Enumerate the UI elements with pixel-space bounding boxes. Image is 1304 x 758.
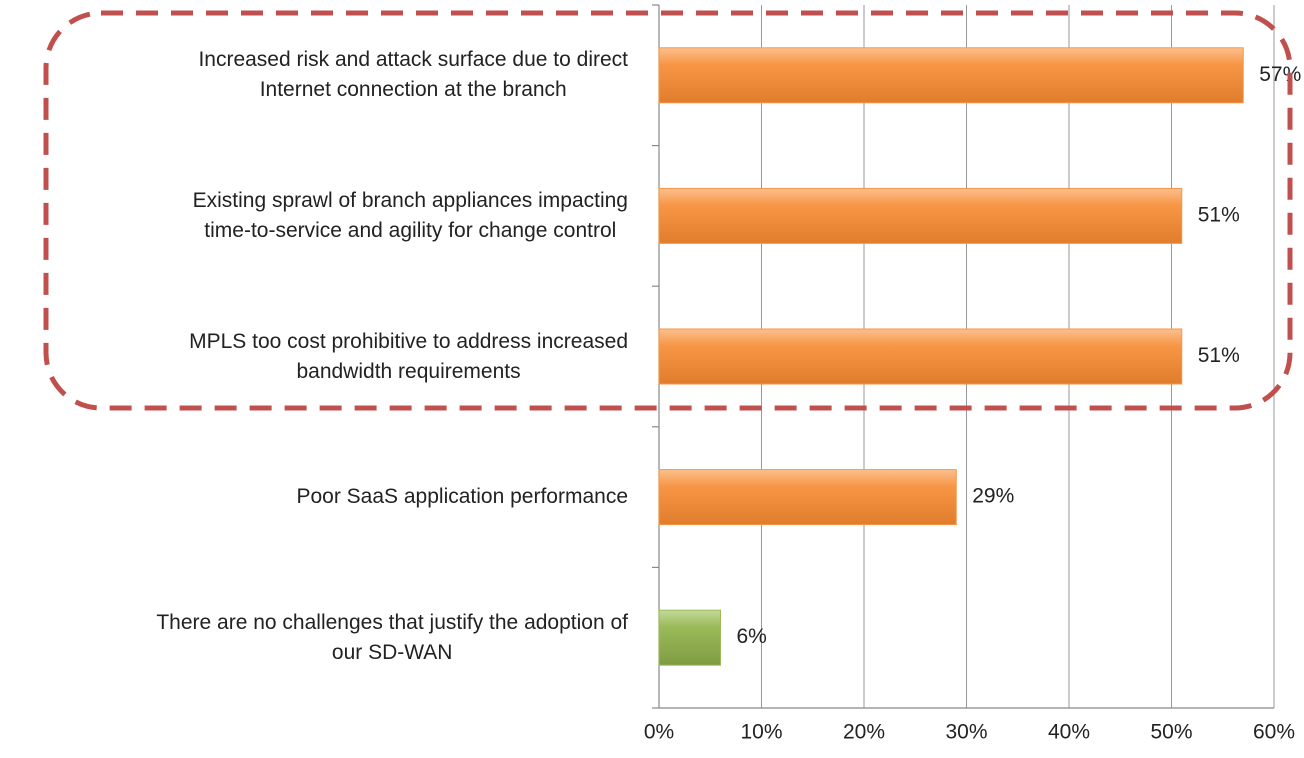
x-tick-label: 20% <box>843 721 885 744</box>
category-label: Increased risk and attack surface due to… <box>198 48 628 102</box>
bar <box>658 187 1183 244</box>
x-tick-label: 50% <box>1150 721 1192 744</box>
category-label: MPLS too cost prohibitive to address inc… <box>189 329 628 383</box>
category-label: Existing sprawl of branch appliances imp… <box>192 188 628 242</box>
x-tick-label: 30% <box>945 721 987 744</box>
bar <box>658 609 721 666</box>
x-tick-label: 0% <box>644 721 674 744</box>
value-label: 57% <box>1259 63 1301 86</box>
bar <box>658 328 1183 385</box>
value-label: 6% <box>737 625 767 648</box>
value-label: 51% <box>1198 344 1240 367</box>
value-label: 29% <box>972 485 1014 508</box>
x-tick-label: 60% <box>1253 721 1295 744</box>
category-label: Poor SaaS application performance <box>296 485 628 509</box>
bar <box>658 469 957 526</box>
x-tick-label: 10% <box>740 721 782 744</box>
x-tick-label: 40% <box>1048 721 1090 744</box>
bar <box>658 47 1244 104</box>
category-label: There are no challenges that justify the… <box>156 610 628 664</box>
value-label: 51% <box>1198 203 1240 226</box>
